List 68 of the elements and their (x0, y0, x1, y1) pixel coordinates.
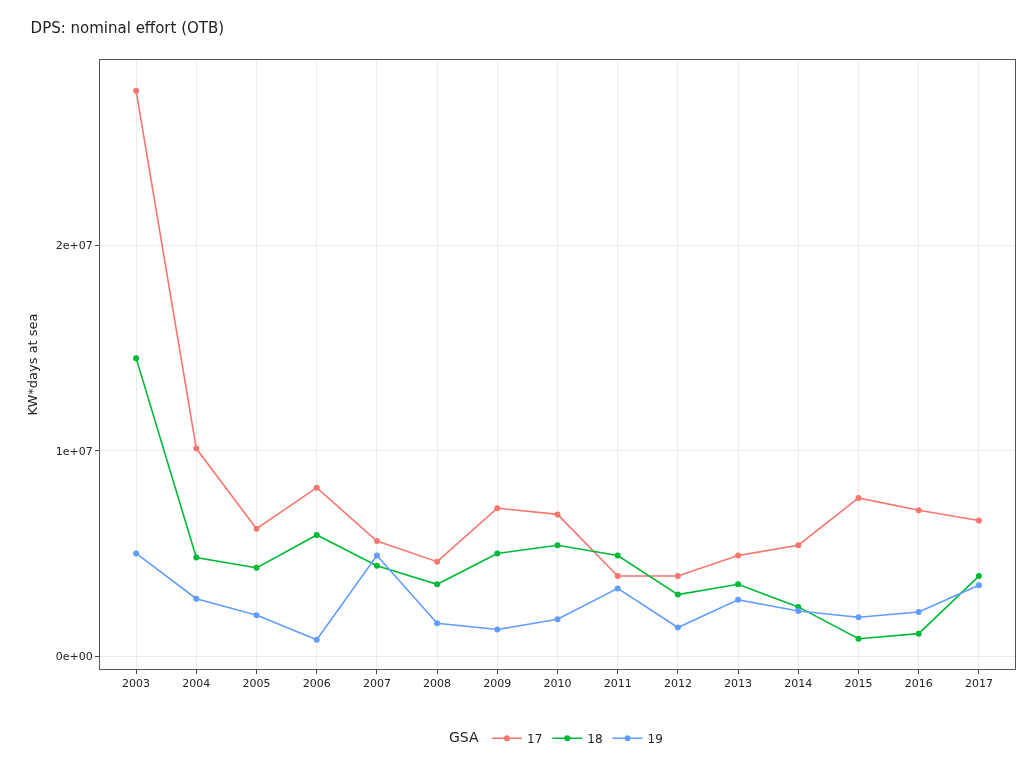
point (133, 550, 140, 557)
point (975, 517, 982, 524)
y-tick-label: 2e+07 (55, 238, 93, 252)
point (554, 616, 561, 623)
point (795, 608, 802, 615)
point (434, 558, 441, 565)
point (193, 554, 200, 561)
legend-label: 19 (647, 731, 663, 746)
point (494, 505, 501, 512)
point (253, 564, 260, 571)
point (855, 614, 862, 621)
point (434, 620, 441, 627)
point (735, 581, 742, 588)
x-tick-label: 2015 (844, 677, 873, 691)
point (554, 511, 561, 518)
y-tick-label: 1e+07 (55, 444, 93, 458)
point (494, 550, 501, 557)
point (133, 355, 140, 362)
point (915, 507, 922, 514)
y-axis-title: KW*days at sea (24, 313, 40, 416)
legend-label: 18 (587, 731, 603, 746)
chart-title: DPS: nominal effort (OTB) (30, 19, 225, 38)
point (494, 626, 501, 633)
point (855, 494, 862, 501)
y-tick-label: 0e+00 (55, 650, 93, 664)
point (735, 552, 742, 559)
x-tick-label: 2004 (182, 677, 211, 691)
point (193, 595, 200, 602)
point (253, 612, 260, 619)
point (614, 585, 621, 592)
x-tick-label: 2008 (423, 677, 452, 691)
x-tick-label: 2005 (242, 677, 271, 691)
point (193, 445, 200, 452)
point (674, 573, 681, 580)
x-tick-label: 2009 (483, 677, 512, 691)
point (554, 542, 561, 549)
point (373, 562, 380, 569)
point (855, 635, 862, 642)
point (975, 573, 982, 580)
point (313, 531, 320, 538)
x-tick-label: 2012 (663, 677, 692, 691)
point (975, 582, 982, 589)
point (253, 525, 260, 532)
point (614, 573, 621, 580)
point (915, 630, 922, 637)
x-tick-label: 2010 (543, 677, 572, 691)
x-tick-label: 2011 (603, 677, 632, 691)
point (133, 87, 140, 94)
legend-label: 17 (527, 731, 543, 746)
point (434, 581, 441, 588)
point (614, 552, 621, 559)
point (674, 624, 681, 631)
x-tick-label: 2013 (724, 677, 753, 691)
x-tick-label: 2007 (362, 677, 391, 691)
point (674, 591, 681, 598)
x-tick-label: 2003 (122, 677, 151, 691)
x-tick-label: 2016 (904, 677, 933, 691)
point (313, 636, 320, 643)
point (915, 609, 922, 616)
x-tick-label: 2017 (964, 677, 993, 691)
point (313, 484, 320, 491)
point (373, 552, 380, 559)
point (735, 596, 742, 603)
point (373, 538, 380, 545)
x-tick-label: 2014 (784, 677, 813, 691)
legend-title: GSA (449, 729, 479, 746)
point (795, 542, 802, 549)
x-tick-label: 2006 (302, 677, 331, 691)
